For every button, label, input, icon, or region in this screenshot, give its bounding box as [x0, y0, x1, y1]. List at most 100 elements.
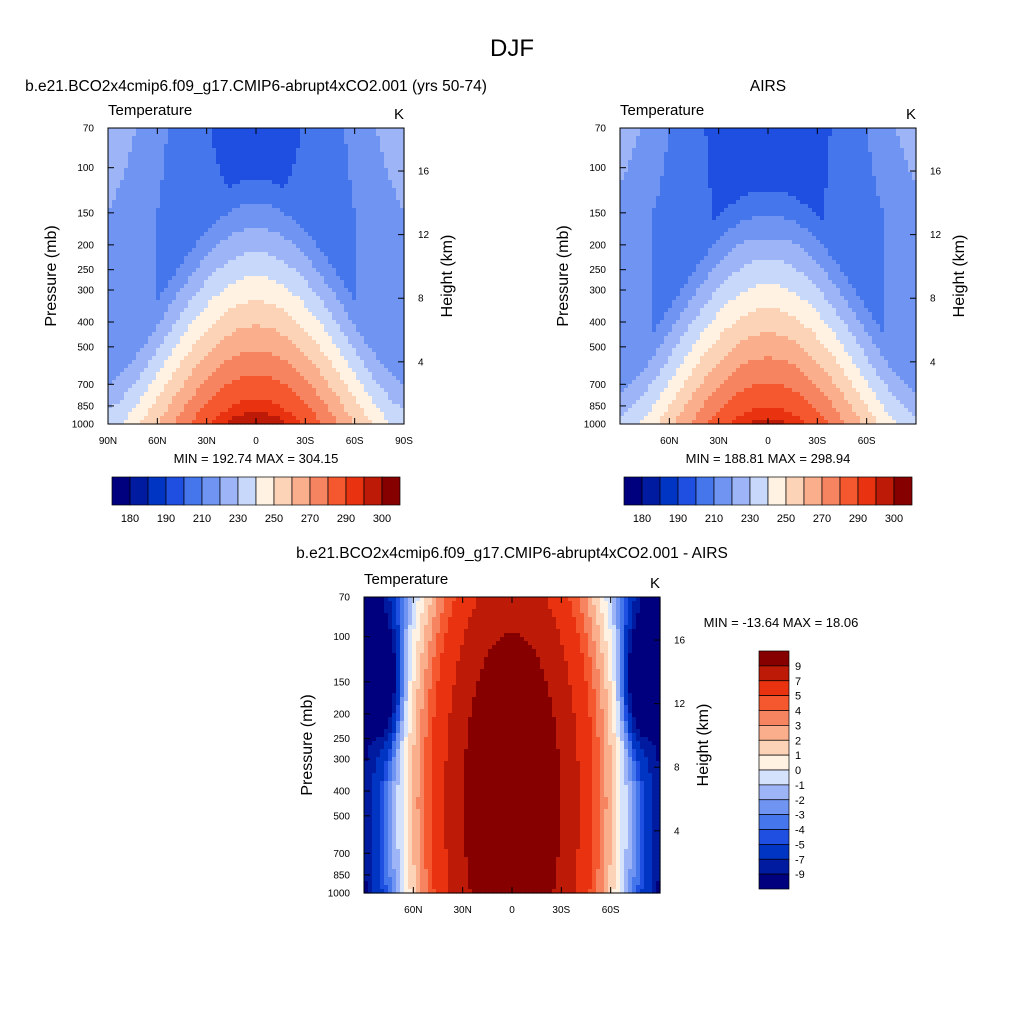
heatmap-cell: [220, 340, 225, 345]
heatmap-cell: [112, 140, 117, 145]
heatmap-cell: [368, 316, 373, 321]
heatmap-cell: [256, 328, 261, 333]
heatmap-cell: [320, 200, 325, 205]
heatmap-cell: [296, 256, 301, 261]
heatmap-cell: [288, 132, 293, 137]
heatmap-cell: [316, 376, 321, 381]
heatmap-cell: [400, 288, 405, 293]
heatmap-cell: [340, 280, 345, 285]
heatmap-cell: [356, 316, 361, 321]
heatmap-cell: [248, 304, 253, 309]
heatmap-cell: [136, 396, 141, 401]
heatmap-cell: [176, 160, 181, 165]
heatmap-cell: [212, 192, 217, 197]
heatmap-cell: [156, 276, 161, 281]
heatmap-cell: [200, 156, 205, 161]
heatmap-cell: [196, 392, 201, 397]
heatmap-cell: [244, 176, 249, 181]
heatmap-cell: [368, 376, 373, 381]
heatmap-cell: [108, 204, 113, 209]
heatmap-cell: [276, 224, 281, 229]
heatmap-cell: [320, 264, 325, 269]
heatmap-cell: [372, 228, 377, 233]
figure-title: DJF: [490, 35, 534, 62]
heatmap-cell: [296, 180, 301, 185]
heatmap-cell: [316, 224, 321, 229]
heatmap-cell: [280, 208, 285, 213]
heatmap-cell: [336, 264, 341, 269]
heatmap-cell: [168, 384, 173, 389]
heatmap-cell: [388, 300, 393, 305]
heatmap-cell: [400, 320, 405, 325]
heatmap-cell: [360, 240, 365, 245]
heatmap-cell: [224, 320, 229, 325]
heatmap-cell: [184, 252, 189, 257]
heatmap-cell: [336, 348, 341, 353]
heatmap-cell: [196, 252, 201, 257]
heatmap-cell: [152, 204, 157, 209]
heatmap-cell: [196, 372, 201, 377]
heatmap-cell: [360, 132, 365, 137]
heatmap-cell: [336, 380, 341, 385]
heatmap-cell: [116, 272, 121, 277]
heatmap-cell: [152, 304, 157, 309]
heatmap-cell: [280, 216, 285, 221]
heatmap-cell: [216, 236, 221, 241]
heatmap-cell: [332, 348, 337, 353]
heatmap-cell: [376, 368, 381, 373]
heatmap-cell: [252, 220, 257, 225]
heatmap-cell: [332, 280, 337, 285]
heatmap-cell: [192, 192, 197, 197]
heatmap-cell: [148, 196, 153, 201]
heatmap-cell: [312, 244, 317, 249]
heatmap-cell: [364, 368, 369, 373]
heatmap-cell: [272, 296, 277, 301]
heatmap-cell: [156, 340, 161, 345]
heatmap-cell: [340, 272, 345, 277]
heatmap-cell: [252, 132, 257, 137]
heatmap-cell: [156, 356, 161, 361]
heatmap-cell: [172, 148, 177, 153]
heatmap-cell: [388, 304, 393, 309]
heatmap-cell: [212, 132, 217, 137]
heatmap-cell: [244, 324, 249, 329]
heatmap-cell: [356, 280, 361, 285]
heatmap-cell: [148, 132, 153, 137]
heatmap-cell: [316, 348, 321, 353]
heatmap-cell: [216, 368, 221, 373]
heatmap-cell: [272, 356, 277, 361]
heatmap-cell: [280, 392, 285, 397]
heatmap-cell: [220, 308, 225, 313]
heatmap-cell: [120, 256, 125, 261]
heatmap-cell: [152, 156, 157, 161]
heatmap-cell: [152, 196, 157, 201]
heatmap-cell: [256, 172, 261, 177]
heatmap-cell: [260, 160, 265, 165]
heatmap-cell: [256, 208, 261, 213]
heatmap-cell: [184, 156, 189, 161]
heatmap-cell: [224, 160, 229, 165]
heatmap-cell: [360, 312, 365, 317]
heatmap-cell: [400, 152, 405, 157]
heatmap-cell: [360, 364, 365, 369]
heatmap-cell: [164, 276, 169, 281]
heatmap-cell: [156, 304, 161, 309]
heatmap-cell: [248, 344, 253, 349]
heatmap-cell: [188, 180, 193, 185]
heatmap-cell: [324, 332, 329, 337]
heatmap-cell: [260, 216, 265, 221]
heatmap-cell: [260, 296, 265, 301]
heatmap-cell: [316, 392, 321, 397]
heatmap-cell: [288, 284, 293, 289]
heatmap-cell: [164, 176, 169, 181]
heatmap-cell: [228, 308, 233, 313]
heatmap-cell: [152, 368, 157, 373]
heatmap-cell: [204, 356, 209, 361]
heatmap-cell: [220, 388, 225, 393]
heatmap-cell: [280, 336, 285, 341]
heatmap-cell: [144, 300, 149, 305]
heatmap-cell: [216, 140, 221, 145]
heatmap-cell: [252, 272, 257, 277]
heatmap-cell: [400, 236, 405, 241]
heatmap-cell: [228, 220, 233, 225]
